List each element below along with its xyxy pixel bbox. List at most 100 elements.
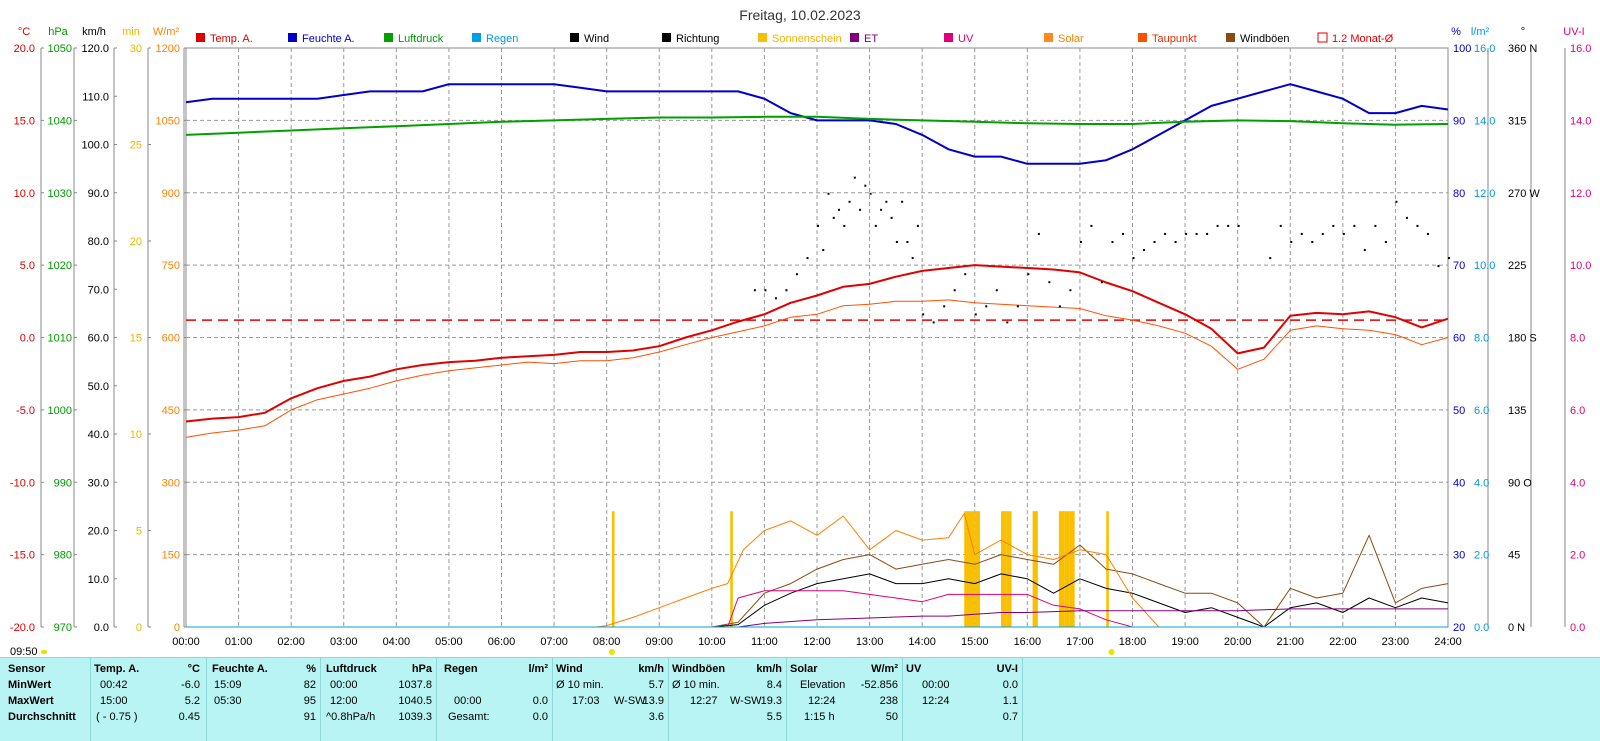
axis-tick-label: 2.0 — [1474, 550, 1489, 562]
direction-point — [1405, 216, 1408, 219]
direction-point — [1132, 257, 1135, 260]
direction-point — [922, 313, 925, 316]
direction-point — [753, 289, 756, 292]
direction-point — [827, 192, 830, 195]
direction-point — [932, 321, 935, 324]
x-tick-label: 08:00 — [593, 636, 621, 648]
cell-value: 50 — [885, 711, 898, 723]
axis-tick-label: 180 S — [1508, 333, 1537, 345]
axis-tick-label: 60.0 — [88, 333, 109, 345]
legend-label: Richtung — [676, 33, 719, 45]
x-tick-label: 18:00 — [1119, 636, 1147, 648]
axis-tick-label: 0 — [136, 622, 142, 634]
axis-tick-label: 990 — [54, 477, 72, 489]
axis-tick-label: 70 — [1453, 260, 1465, 272]
axis-tick-label: 14.0 — [1570, 115, 1591, 127]
stats-header-row: Sensor Temp. A. °C Feuchte A. % Luftdruc… — [0, 661, 1600, 677]
col-hum: Feuchte A. — [212, 663, 268, 675]
x-tick-label: 23:00 — [1382, 636, 1410, 648]
legend-swatch — [1317, 32, 1328, 43]
direction-point — [1195, 232, 1198, 235]
sunshine-bar — [730, 511, 733, 627]
direction-point — [1090, 224, 1093, 227]
axis-tick-label: 0 N — [1508, 622, 1525, 634]
direction-point — [901, 200, 904, 203]
col-press-unit: hPa — [411, 663, 432, 675]
cell-value: 15:00 — [100, 695, 128, 707]
series-solar — [186, 513, 1160, 628]
direction-point — [785, 289, 788, 292]
direction-point — [1206, 232, 1209, 235]
cell-value: Gesamt: — [448, 711, 490, 723]
axis-tick-label: 750 — [162, 260, 180, 272]
chart-title: Freitag, 10.02.2023 — [739, 7, 861, 23]
axis-unit: min — [122, 26, 140, 38]
cell-value: 17:03 — [572, 695, 600, 707]
series-et — [186, 608, 1448, 628]
cell-value: 1040.5 — [398, 695, 432, 707]
axis-tick-label: 100.0 — [81, 140, 109, 152]
direction-point — [1006, 321, 1009, 324]
axis-tick-label: 20 — [1453, 622, 1465, 634]
col-rain-unit: l/m² — [528, 663, 548, 675]
direction-point — [795, 273, 798, 276]
axis-unit: °C — [18, 26, 30, 38]
direction-point — [853, 176, 856, 179]
direction-point — [1426, 232, 1429, 235]
cell-value: 95 — [303, 695, 316, 707]
cell-value: -52.856 — [860, 679, 898, 691]
cell-value: W-SW — [730, 695, 762, 707]
direction-point — [890, 216, 893, 219]
axis-tick-label: 450 — [162, 405, 180, 417]
legend-label: Feuchte A. — [302, 33, 355, 45]
cell-value: 13.9 — [642, 695, 664, 707]
direction-point — [1448, 257, 1450, 260]
x-tick-label: 09:00 — [645, 636, 673, 648]
axis-tick-label: 360 N — [1508, 43, 1537, 55]
direction-point — [848, 200, 851, 203]
sunshine-bar — [1032, 511, 1038, 627]
axis-tick-label: 8.0 — [1474, 333, 1489, 345]
direction-point — [806, 257, 809, 260]
direction-point — [1332, 224, 1335, 227]
cell-value: 1:15 h — [804, 711, 835, 723]
direction-point — [869, 192, 872, 195]
direction-point — [1069, 289, 1072, 292]
axis-tick-label: 4.0 — [1474, 477, 1489, 489]
col-temp-unit: °C — [187, 663, 200, 675]
direction-point — [1016, 305, 1019, 308]
axis-tick-label: 150 — [162, 550, 180, 562]
col-temp: Temp. A. — [94, 663, 140, 675]
legend-swatch — [1226, 33, 1235, 42]
x-axis: 00:00 01:00 02:00 03:00 04:00 05:00 06:00 07:00… — [172, 636, 1462, 655]
direction-point — [985, 305, 988, 308]
col-hum-unit: % — [306, 663, 316, 675]
axis-tick-label: -15.0 — [10, 550, 35, 562]
direction-point — [1395, 200, 1398, 203]
axis-tick-label: 135 — [1508, 405, 1526, 417]
legend-label: Windböen — [1240, 33, 1290, 45]
direction-point — [1269, 257, 1272, 260]
axis-tick-label: 4.0 — [1570, 477, 1585, 489]
direction-point — [906, 241, 909, 243]
x-tick-label: 22:00 — [1329, 636, 1357, 648]
legend-swatch — [758, 33, 767, 42]
cell-value: 12:24 — [808, 695, 836, 707]
sunshine-bar — [964, 511, 970, 627]
axis-tick-label: 20.0 — [88, 526, 109, 538]
axis-tick-label: 0.0 — [1570, 622, 1585, 634]
axis-tick-label: 600 — [162, 333, 180, 345]
axis-tick-label: 10 — [130, 429, 142, 441]
axis-tick-label: -20.0 — [10, 622, 35, 634]
direction-point — [774, 297, 777, 300]
update-time: 09:50 — [10, 646, 38, 658]
direction-point — [1111, 241, 1114, 243]
axis-tick-label: 60 — [1453, 333, 1465, 345]
direction-point — [843, 224, 846, 227]
direction-point — [995, 289, 998, 292]
direction-point — [864, 184, 867, 187]
x-tick-label: 15:00 — [961, 636, 989, 648]
sunshine-bar — [969, 511, 975, 627]
legend-swatch — [472, 33, 481, 42]
x-tick-label: 02:00 — [277, 636, 305, 648]
